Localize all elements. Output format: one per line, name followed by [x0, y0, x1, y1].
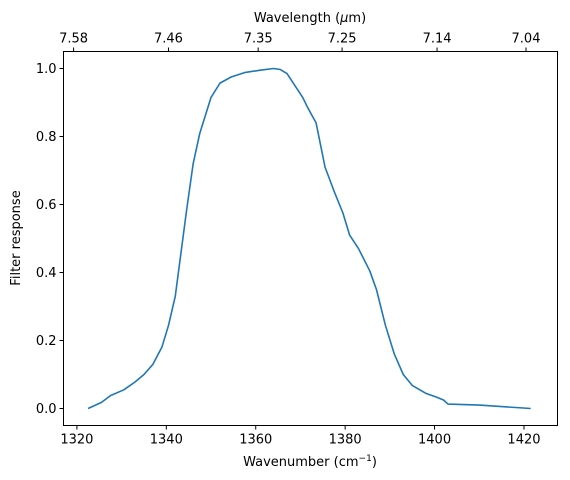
data-point	[280, 69, 282, 71]
data-point	[168, 324, 170, 326]
data-point	[199, 132, 201, 134]
y-tick-label: 0.2	[36, 334, 57, 349]
x-tick-label: 1340	[150, 433, 183, 448]
y-axis-label: Filter response	[9, 190, 24, 285]
data-point	[179, 262, 181, 264]
y-tick-label: 0.0	[36, 402, 57, 417]
data-point	[186, 211, 188, 213]
data-point	[273, 68, 275, 70]
data-point	[402, 374, 404, 376]
data-point	[210, 97, 212, 99]
top-axis-label-mu: μ	[339, 11, 348, 26]
data-point	[315, 122, 317, 124]
top-tick-label: 7.35	[244, 32, 273, 47]
x-tick-label: 1380	[329, 433, 362, 448]
data-point	[110, 395, 112, 397]
data-point	[259, 69, 261, 71]
x-tick-label: 1320	[60, 433, 93, 448]
ticks-layer: 1320 1340 1360 1380 1400 1420 0.0 0.2 0.4 0.6 0.8 1…	[36, 32, 541, 448]
data-point	[436, 396, 438, 398]
x-tick-label: 1400	[418, 433, 451, 448]
data-point	[143, 374, 145, 376]
data-point	[244, 72, 246, 74]
data-point	[219, 82, 221, 84]
data-point	[302, 97, 304, 99]
data-point	[152, 364, 154, 366]
data-point	[385, 324, 387, 326]
top-tick-label: 7.25	[328, 32, 357, 47]
top-tick-label: 7.46	[154, 32, 183, 47]
plot-layer	[87, 67, 532, 410]
top-tick-label: 7.58	[59, 32, 88, 47]
x-tick-label: 1420	[507, 433, 540, 448]
data-point	[134, 381, 136, 383]
x-axis-label-superscript: −1	[359, 454, 372, 464]
data-point	[174, 296, 176, 298]
data-point	[333, 190, 335, 192]
data-point	[161, 347, 163, 349]
data-point	[192, 163, 194, 165]
y-tick-label: 0.6	[36, 198, 57, 213]
data-point	[349, 234, 351, 236]
data-point	[123, 389, 125, 391]
data-point	[376, 289, 378, 291]
data-point	[394, 353, 396, 355]
data-point	[478, 404, 480, 406]
x-tick-label: 1360	[239, 433, 272, 448]
data-point	[87, 408, 89, 410]
y-tick-label: 1.0	[36, 62, 57, 77]
x-axis-label: Wavenumber (cm−1)	[243, 454, 377, 470]
response-line	[87, 67, 531, 410]
data-point	[447, 403, 449, 405]
data-point	[324, 166, 326, 168]
y-tick-label: 0.8	[36, 130, 57, 145]
data-point	[286, 73, 288, 75]
data-point	[530, 408, 532, 410]
data-point	[101, 402, 103, 404]
data-point	[293, 83, 295, 85]
data-point	[369, 270, 371, 272]
data-point	[230, 76, 232, 78]
data-point	[306, 106, 308, 108]
data-point	[411, 385, 413, 387]
data-point	[342, 212, 344, 214]
plot-frame	[63, 51, 558, 426]
y-tick-label: 0.4	[36, 266, 57, 281]
top-axis-label: Wavelength (μm)	[254, 11, 366, 26]
data-point	[443, 399, 445, 401]
top-tick-label: 7.04	[512, 32, 541, 47]
data-point	[425, 392, 427, 394]
data-point	[358, 248, 360, 250]
top-tick-label: 7.14	[423, 32, 452, 47]
